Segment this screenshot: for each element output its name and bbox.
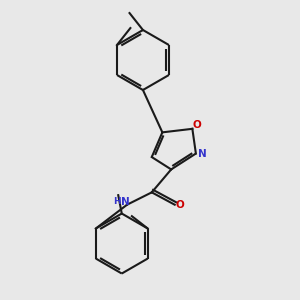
Text: O: O: [176, 200, 185, 210]
Text: H: H: [113, 197, 121, 206]
Text: N: N: [121, 197, 130, 207]
Text: N: N: [198, 149, 207, 159]
Text: O: O: [193, 120, 202, 130]
